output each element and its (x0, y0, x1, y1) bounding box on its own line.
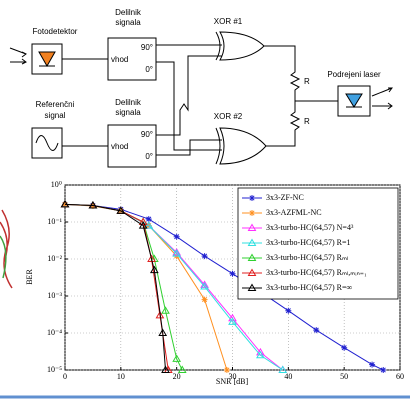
marker (313, 327, 319, 333)
diode (39, 52, 55, 66)
x-tick-label: 50 (340, 372, 348, 381)
port: vhod (111, 55, 128, 64)
label: signal (45, 111, 66, 120)
label: signala (115, 108, 141, 117)
resistor-network (264, 46, 338, 146)
label: Referenčni (36, 100, 75, 109)
legend-label: 3x3-turbo-HC(64,57) Rₘₗ (266, 253, 348, 262)
marker (174, 234, 180, 240)
legend-label: 3x3-AZFML-NC (266, 208, 322, 217)
x-tick-label: 10 (117, 372, 125, 381)
marker (380, 367, 386, 373)
marker (369, 362, 375, 368)
light-arrows (10, 48, 26, 64)
y-tick-label: 10⁰ (51, 180, 62, 189)
laser-diode (346, 94, 362, 107)
marker (202, 253, 208, 259)
legend-label: 3x3-turbo-HC(64,57) R=1 (266, 238, 351, 247)
marker (202, 297, 208, 303)
legend-label: 3x3-turbo-HC(64,57) Rₘₗ,ₘᵢₙ₌₁ (266, 268, 367, 277)
marker (249, 210, 255, 216)
x-tick-label: 30 (229, 372, 237, 381)
label: XOR #1 (214, 17, 243, 26)
x-tick-label: 40 (284, 372, 292, 381)
legend-label: 3x3-ZF-NC (266, 193, 304, 202)
x-tick-label: 60 (396, 372, 404, 381)
marker (341, 345, 347, 351)
marker (285, 308, 291, 314)
sine (36, 136, 58, 151)
label: R (304, 77, 310, 86)
y-tick-label: 10⁻⁴ (47, 328, 62, 337)
y-tick-label: 10⁻¹ (47, 217, 62, 226)
label: XOR #2 (214, 112, 243, 121)
port: 90° (141, 43, 153, 52)
label: Delilnik (115, 98, 142, 107)
port: 0° (145, 152, 153, 161)
fragment (0, 210, 12, 288)
y-tick-label: 10⁻³ (47, 291, 62, 300)
figure: Fotodetektor Delilnik signala vhod 90° 0… (0, 0, 410, 400)
legend-label: 3x3-turbo-HC(64,57) R=∞ (266, 283, 353, 292)
x-tick-label: 20 (173, 372, 181, 381)
legend-label: 3x3-turbo-HC(64,57) N=4³ (266, 223, 354, 232)
port: 0° (145, 65, 153, 74)
label: Delilnik (115, 8, 142, 17)
label: Fotodetektor (33, 27, 78, 36)
light-arrows (372, 88, 392, 109)
label: Podrejeni laser (327, 70, 381, 79)
marker (224, 367, 230, 373)
xor-gate (216, 32, 264, 60)
page: {"diagram": { "photodetector": "Fotodete… (0, 0, 410, 400)
wires (156, 45, 222, 155)
y-tick-label: 10⁻⁵ (47, 365, 62, 374)
port: 90° (141, 130, 153, 139)
marker (249, 195, 255, 201)
y-axis-label: BER (25, 269, 34, 285)
x-tick-label: 0 (63, 372, 67, 381)
label: signala (115, 18, 141, 27)
marker (230, 271, 236, 277)
y-tick-label: 10⁻² (47, 254, 62, 263)
xor-gate (216, 128, 266, 164)
port: vhod (111, 142, 128, 151)
label: R (304, 117, 310, 126)
